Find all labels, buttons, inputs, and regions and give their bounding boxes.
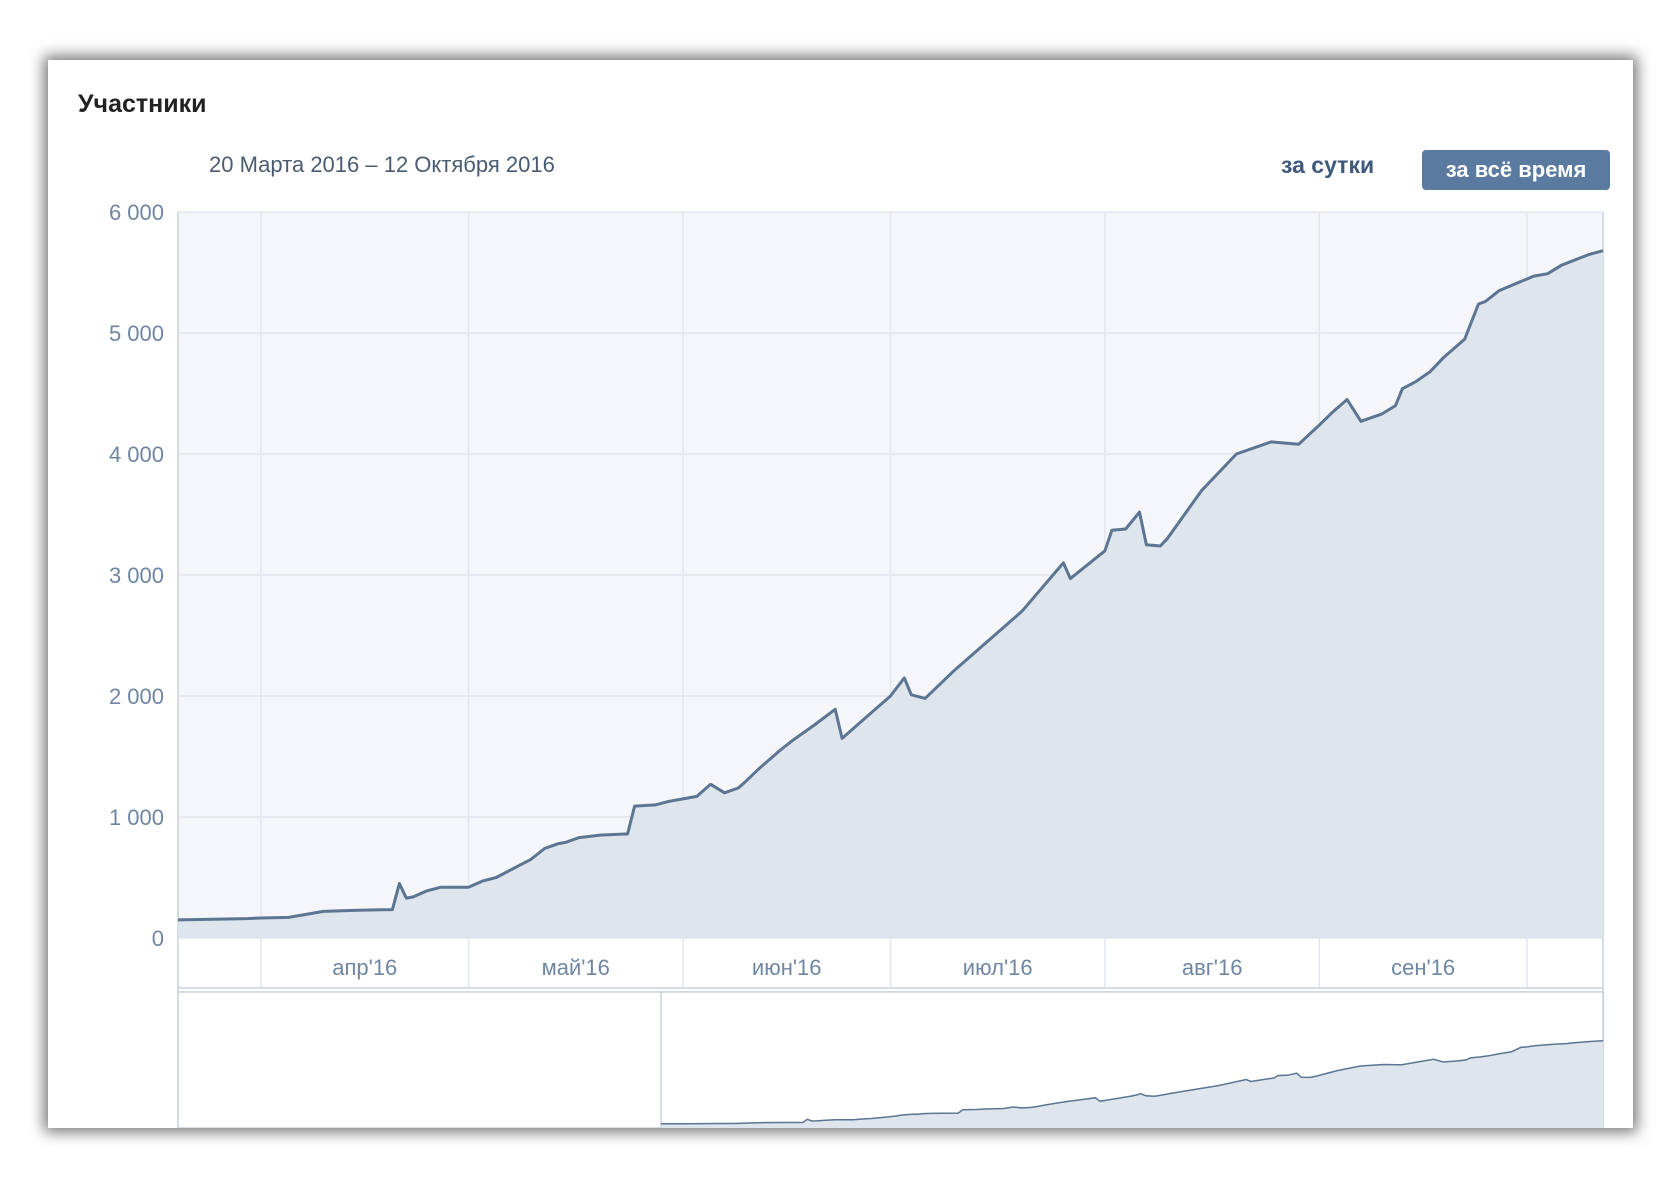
y-tick-label: 6 000 [109,200,164,225]
x-tick-label: июн'16 [752,955,822,980]
series-line [177,249,1604,922]
y-tick-label: 1 000 [109,805,164,830]
all-time-button[interactable]: за всё время [1422,150,1610,190]
y-tick-label: 2 000 [109,684,164,709]
members-chart: 0 1 000 2 000 3 000 4 000 5 000 6 000 апр'16 май… [109,200,1604,1128]
x-tick-label: июл'16 [963,955,1033,980]
date-range-label: 20 Марта 2016 – 12 Октября 2016 [209,152,555,177]
navigator-area [661,1040,1603,1128]
navigator-line [660,1040,1604,1125]
x-tick-label: апр'16 [332,955,397,980]
y-tick-label: 4 000 [109,442,164,467]
per-day-button[interactable]: за сутки [1281,152,1375,178]
x-tick-label: сен'16 [1391,955,1455,980]
members-stats-card: Участники 20 Марта 2016 – 12 Октября 201… [48,60,1633,1128]
page-title: Участники [78,90,207,118]
y-tick-label: 3 000 [109,563,164,588]
y-tick-label: 0 [152,926,164,951]
series-area [178,250,1603,938]
x-tick-label: май'16 [542,955,610,980]
y-tick-label: 5 000 [109,321,164,346]
x-tick-label: авг'16 [1182,955,1243,980]
